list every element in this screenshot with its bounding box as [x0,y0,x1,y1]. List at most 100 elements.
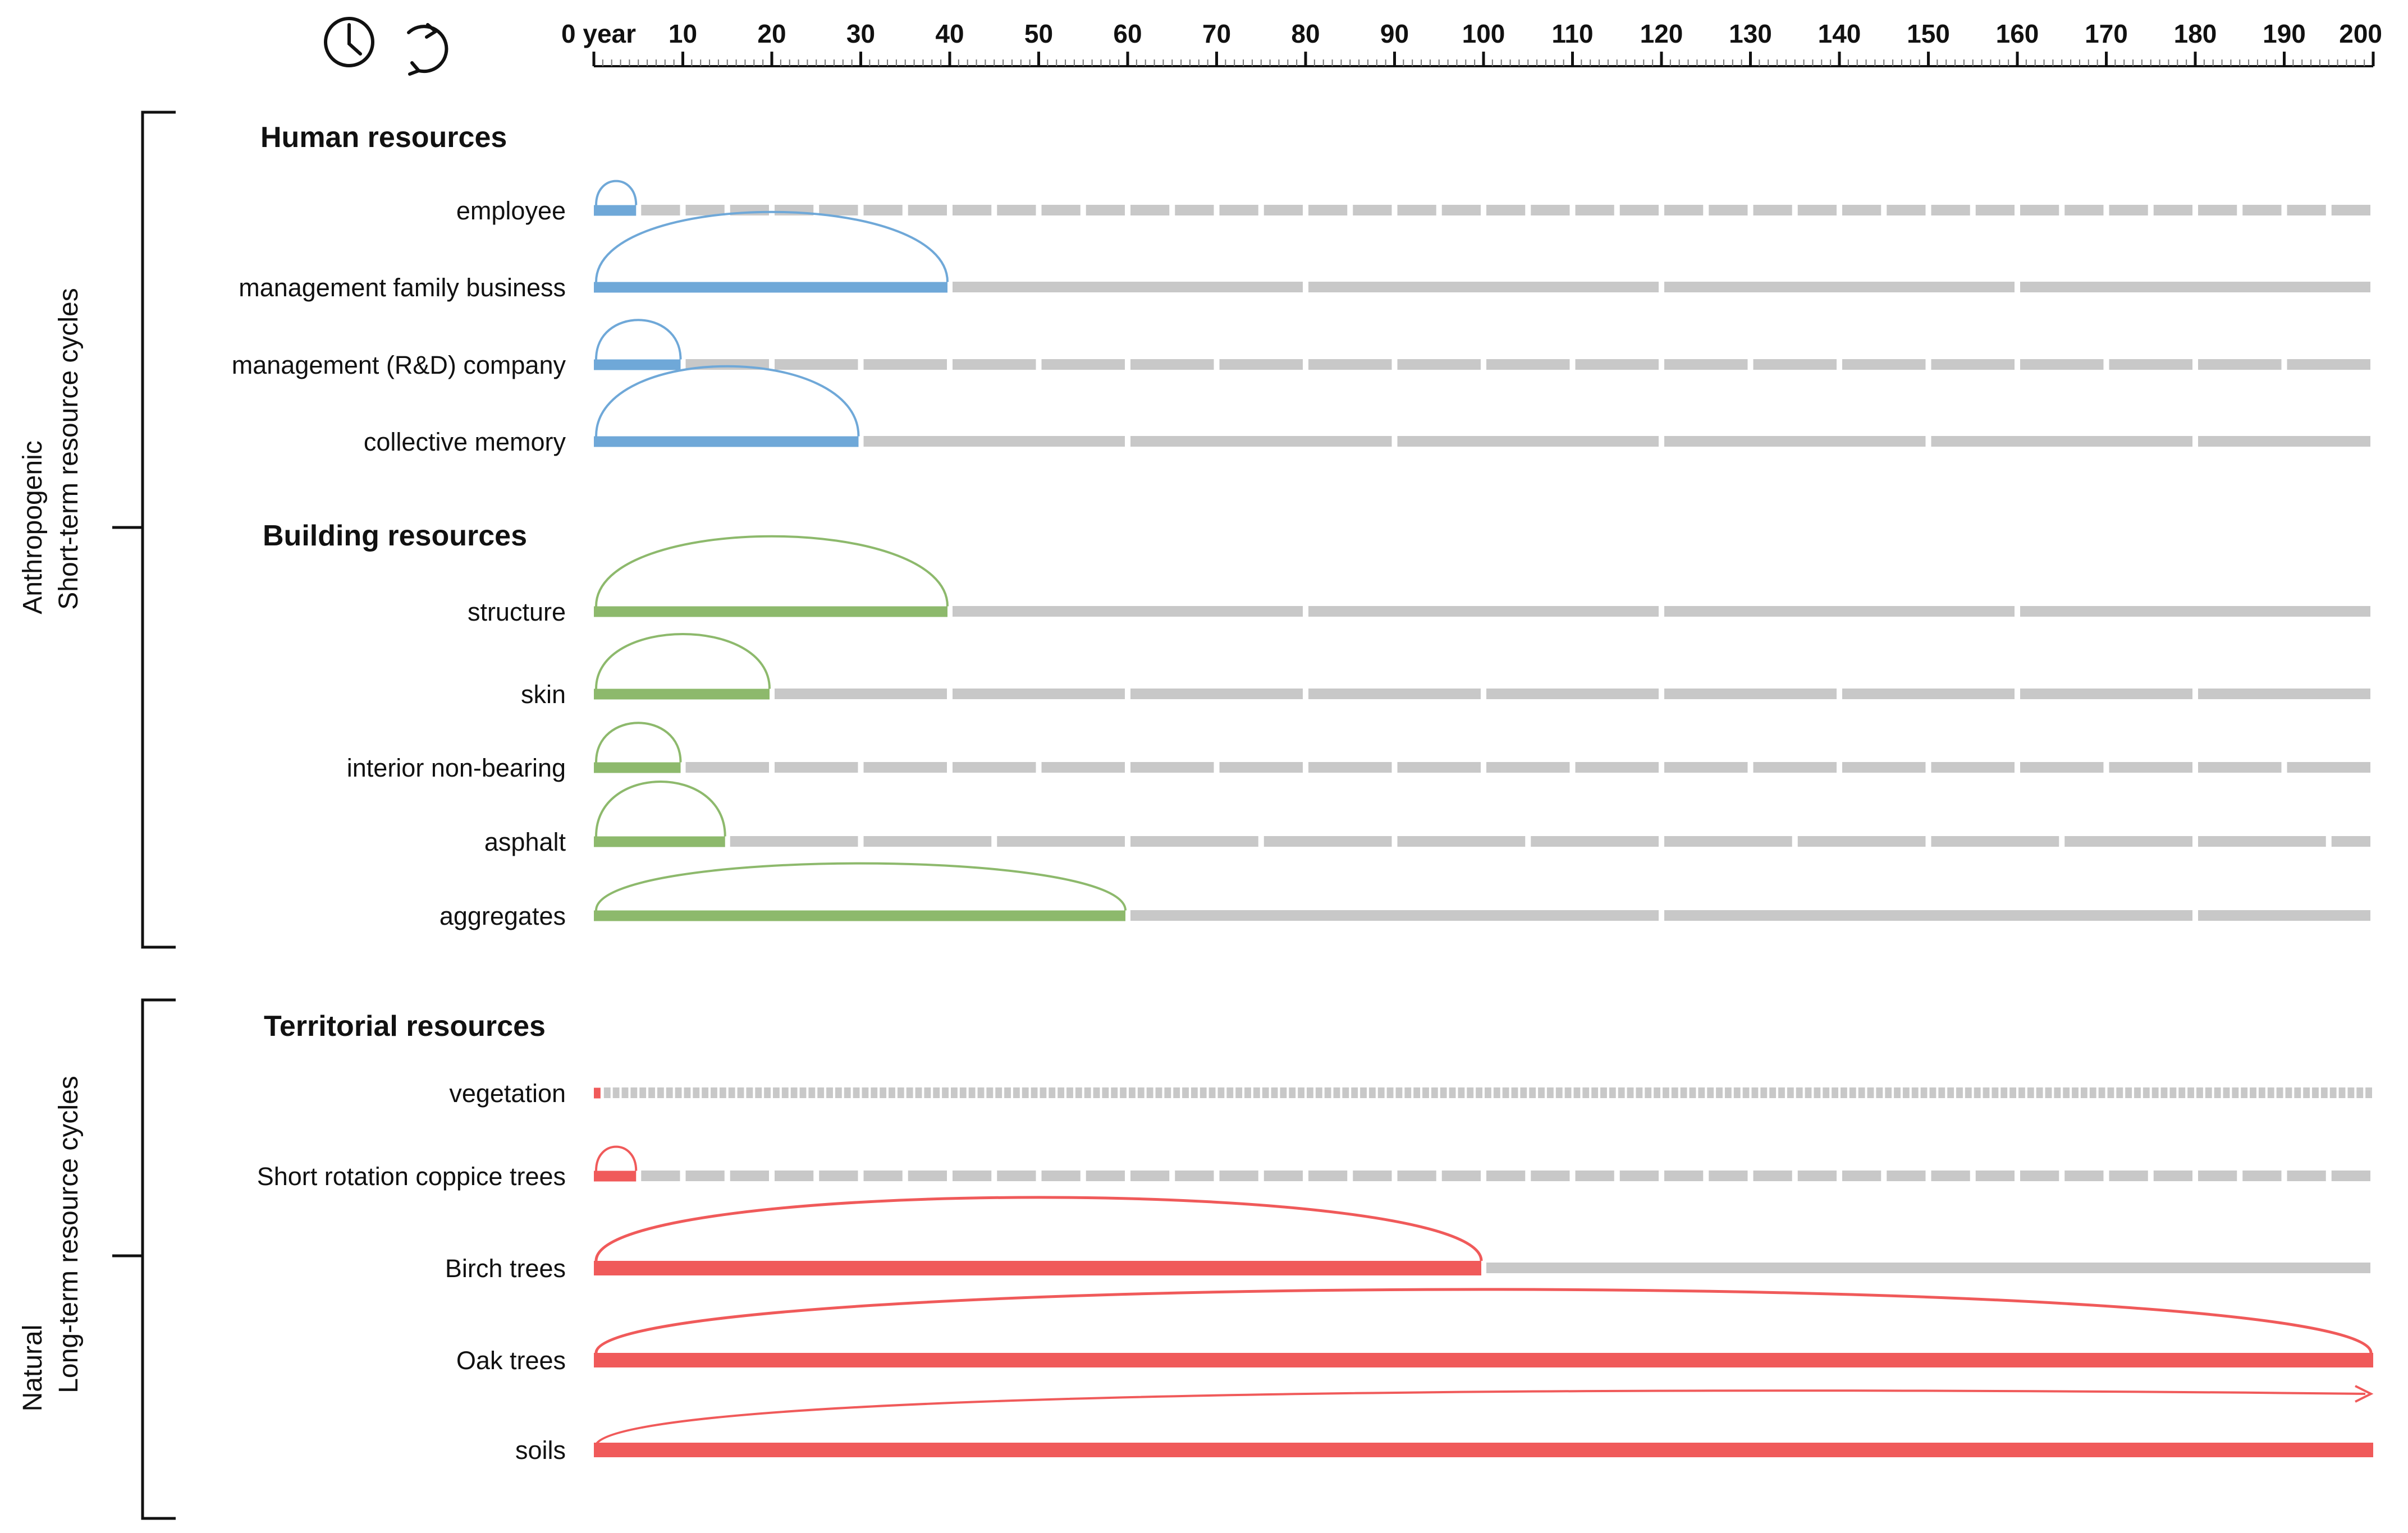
axis-tick-label: 40 [935,19,964,48]
repeat-cycle-bar [2153,1171,2192,1181]
repeat-cycle-bar [685,762,769,773]
repeat-cycle-bar [2134,1087,2141,1098]
repeat-cycle-bar [2020,205,2059,215]
repeat-cycle-bar [1573,1087,1581,1098]
repeat-cycle-bar [2258,1087,2265,1098]
cycle-arc [595,722,682,763]
repeat-cycle-bar [775,359,858,370]
cycle-bar [594,1261,1481,1275]
repeat-cycle-bar [1130,836,1258,847]
repeat-cycle-bar [2160,1087,2168,1098]
repeat-cycle-bar [1502,1087,1509,1098]
repeat-cycle-bar [953,1171,992,1181]
repeat-cycle-bar [924,1087,931,1098]
repeat-cycle-bar [1664,762,1748,773]
repeat-cycle-bar [2242,205,2282,215]
repeat-cycle-bar [1486,689,1659,699]
repeat-cycle-bar [1308,606,1659,617]
repeat-cycle-bar [953,205,992,215]
repeat-cycle-bar [2196,1087,2203,1098]
repeat-cycle-bar [1575,359,1659,370]
repeat-cycle-bar [1887,205,1926,215]
repeat-cycle-bar [2331,836,2370,847]
resource-row: vegetation [449,1079,2372,1108]
cycle-bar [594,1087,601,1099]
repeat-cycle-bar [2198,910,2370,921]
repeat-cycle-bar [853,1087,860,1098]
axis-tick-label: 20 [757,19,786,48]
repeat-cycle-bar [2151,1087,2159,1098]
repeat-cycle-bar [1931,1171,1970,1181]
repeat-cycle-bar [942,1087,949,1098]
repeat-cycle-bar [1511,1087,1518,1098]
repeat-cycle-bar [702,1087,709,1098]
repeat-cycle-bar [871,1087,878,1098]
cycle-bar [594,910,1125,921]
repeat-cycle-bar [1849,1087,1856,1098]
repeat-cycle-bar [1664,836,1792,847]
repeat-cycle-bar [1664,606,2015,617]
repeat-cycle-bar [1458,1087,1465,1098]
category-label-line1: Natural [18,1325,48,1412]
repeat-cycle-bar [1619,205,1659,215]
repeat-cycle-bar [1575,205,1614,215]
repeat-cycle-bar [1575,1171,1614,1181]
repeat-cycle-bar [657,1087,664,1098]
repeat-cycle-bar [1520,1087,1527,1098]
cycle-bar [594,689,770,700]
repeat-cycle-bar [639,1087,647,1098]
repeat-cycle-bar [1663,1087,1669,1098]
repeat-cycle-bar [1689,1087,1696,1098]
repeat-cycle-bar [1253,1087,1260,1098]
repeat-cycle-bar [1493,1087,1500,1098]
repeat-cycle-bar [1753,1171,1792,1181]
repeat-cycle-bar [2331,205,2370,215]
cycle-bar [594,762,681,773]
repeat-cycle-bar [1289,1087,1296,1098]
repeat-cycle-bar [1796,1087,1803,1098]
repeat-cycle-bar [730,1171,769,1181]
repeat-cycle-bar [1664,689,1837,699]
repeat-cycle-bar [1263,205,1303,215]
repeat-cycle-bar [648,1087,655,1098]
repeat-cycle-bar [775,689,947,699]
repeat-cycle-bar [1441,1171,1481,1181]
repeat-cycle-bar [1778,1087,1785,1098]
repeat-cycle-bar [764,1087,771,1098]
repeat-cycle-bar [808,1087,816,1098]
repeat-cycle-bar [2116,1087,2123,1098]
repeat-cycle-bar [775,1171,814,1181]
repeat-cycle-bar [2089,1087,2096,1098]
resource-row: employee [456,180,2370,225]
repeat-cycle-bar [1931,436,2192,447]
repeat-cycle-bar [1219,205,1258,215]
repeat-cycle-bar [1956,1087,1963,1098]
repeat-cycle-bar [1902,1087,1910,1098]
repeat-cycle-bar [746,1087,753,1098]
repeat-cycle-bar [1476,1087,1482,1098]
row-label: collective memory [364,428,566,456]
repeat-cycle-bar [2080,1087,2087,1098]
repeat-cycle-bar [719,1087,726,1098]
repeat-cycle-bar [1760,1087,1768,1098]
repeat-cycle-bar [1931,762,2015,773]
repeat-cycle-bar [603,1087,611,1098]
repeat-cycle-bar [1130,762,1214,773]
repeat-cycle-bar [1664,436,1926,447]
resource-rows: employee management family business manage… [232,180,2374,1465]
repeat-cycle-bar [1742,1087,1750,1098]
row-label: soils [515,1436,566,1465]
repeat-cycle-bar [2064,836,2192,847]
row-label: asphalt [484,828,566,856]
repeat-cycle-bar [1086,205,1125,215]
resource-row: skin [521,633,2370,709]
time-axis: 0 year 10 20 30 40 50 60 70 80 90 100 110 120 130 140 1… [561,19,2382,67]
repeat-cycle-bar [1308,282,1659,292]
repeat-cycle-bar [1671,1087,1678,1098]
resource-row: management (R&D) company [232,319,2370,379]
repeat-cycle-bar [2250,1087,2256,1098]
repeat-cycle-bar [1664,282,2015,292]
repeat-cycle-bar [1130,436,1392,447]
repeat-cycle-bar [2223,1087,2230,1098]
repeat-cycle-bar [1057,1087,1065,1098]
